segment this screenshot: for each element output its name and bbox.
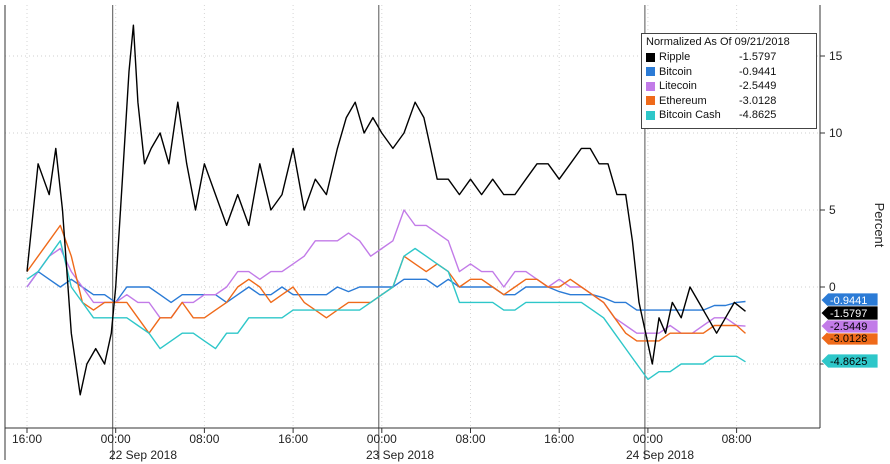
legend-swatch [646, 110, 655, 120]
legend-item-litecoin: Litecoin -2.5449 [646, 79, 812, 94]
y-tick-label: 10 [829, 126, 843, 140]
series-line-bitcoin-cash [26, 240, 746, 381]
legend-swatch [646, 81, 655, 91]
y-tick-label: 5 [829, 203, 836, 217]
x-tick-label: 00:00 [367, 432, 397, 446]
x-axis: 16:00 00:00 08:00 16:00 00:00 08:00 16:00 00:00… [12, 428, 752, 462]
x-tick-label: 16:00 [12, 432, 42, 446]
badge-value: -4.8625 [830, 356, 867, 368]
badge-litecoin: -2.5449 [820, 318, 879, 334]
badge-ripple: -1.5797 [820, 305, 879, 321]
date-label: 24 Sep 2018 [626, 448, 694, 462]
legend-series-value: -0.9441 [739, 65, 777, 78]
legend-item-ethereum: Ethereum -3.0128 [646, 94, 812, 109]
series-line-litecoin [26, 209, 746, 334]
legend-rows: Ripple -1.5797 Bitcoin -0.9441 Litecoin -2.54… [646, 50, 812, 123]
legend-swatch [646, 52, 655, 62]
series-layer [26, 24, 746, 396]
x-tick-label: 08:00 [455, 432, 485, 446]
badge-value: -2.5449 [830, 321, 867, 333]
badge-bitcoin-cash: -4.8625 [820, 353, 879, 369]
x-tick-label: 00:00 [633, 432, 663, 446]
y-axis-label: Percent [872, 203, 887, 248]
x-tick-label: 08:00 [722, 432, 752, 446]
legend-series-name: Bitcoin [659, 65, 693, 78]
x-tick-label: 00:00 [101, 432, 131, 446]
legend-swatch [646, 96, 655, 106]
legend-series-name: Bitcoin Cash [659, 109, 721, 122]
last-value-badges: -0.9441 -3.0128-2.5449-1.5797 -4.8625 [820, 292, 879, 369]
legend-item-bitcoin-cash: Bitcoin Cash -4.8625 [646, 108, 812, 123]
legend-series-value: -1.5797 [739, 51, 777, 64]
legend-series-name: Litecoin [659, 80, 697, 93]
legend-item-bitcoin: Bitcoin -0.9441 [646, 65, 812, 80]
x-tick-label: 16:00 [278, 432, 308, 446]
badge-bitcoin: -0.9441 [820, 292, 879, 308]
legend-series-value: -3.0128 [739, 94, 777, 107]
series-line-bitcoin [26, 270, 746, 311]
legend-title: Normalized As Of 09/21/2018 [646, 36, 790, 48]
badge-value: -0.9441 [830, 295, 867, 307]
x-tick-label: 16:00 [544, 432, 574, 446]
badge-value: -1.5797 [830, 308, 867, 320]
date-label: 23 Sep 2018 [366, 448, 434, 462]
date-label: 22 Sep 2018 [109, 448, 177, 462]
legend: Normalized As Of 09/21/2018 Ripple -1.579… [641, 33, 817, 129]
badge-ethereum: -3.0128 [820, 330, 879, 346]
y-tick-label: 0 [829, 280, 836, 294]
y-tick-label: 15 [829, 49, 843, 63]
series-line-ripple [26, 24, 746, 396]
legend-series-value: -4.8625 [739, 109, 777, 122]
legend-swatch [646, 67, 655, 77]
legend-series-name: Ethereum [659, 94, 707, 107]
legend-series-name: Ripple [659, 51, 691, 64]
x-tick-label: 08:00 [189, 432, 219, 446]
legend-series-value: -2.5449 [739, 80, 777, 93]
badge-value: -3.0128 [830, 333, 867, 345]
legend-item-ripple: Ripple -1.5797 [646, 50, 812, 65]
